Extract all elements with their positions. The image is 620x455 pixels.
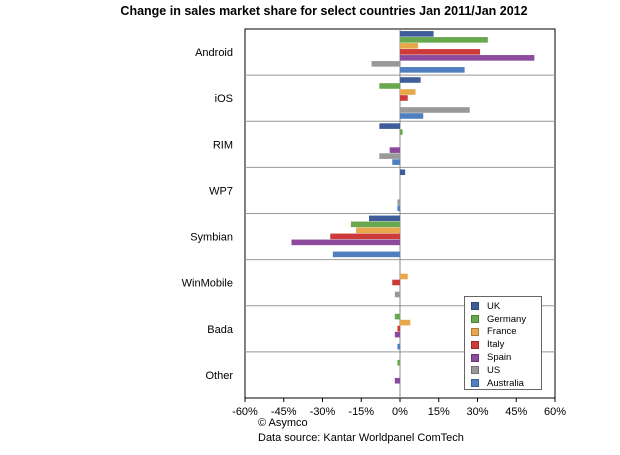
bar-germany-rim	[400, 129, 403, 135]
bar-spain-rim	[389, 147, 400, 153]
bar-italy-ios	[400, 95, 408, 101]
legend-swatch	[471, 353, 479, 362]
bar-france-winmobile	[400, 273, 408, 280]
category-label: WP7	[209, 185, 233, 197]
bar-australia-android	[400, 67, 465, 73]
bar-spain-other	[394, 377, 400, 384]
bar-france-bada	[400, 319, 411, 326]
copyright-note: © Asymco	[258, 417, 308, 429]
legend-swatch	[471, 327, 479, 336]
bar-uk-rim	[379, 123, 400, 129]
legend-swatch	[471, 340, 479, 349]
legend-label: Australia	[487, 377, 524, 389]
bar-italy-bada	[397, 325, 400, 332]
legend-swatch	[471, 366, 479, 375]
category-label: WinMobile	[182, 278, 233, 290]
legend-label: Italy	[487, 339, 505, 351]
bar-us-android	[371, 61, 400, 67]
legend-swatch	[471, 302, 479, 311]
x-tick-label: -15%	[348, 406, 374, 418]
bar-uk-ios	[400, 77, 421, 83]
legend-item: US	[471, 364, 541, 377]
bar-australia-ios	[400, 113, 424, 119]
x-tick-label: 60%	[544, 406, 566, 418]
bar-germany-symbian	[350, 221, 400, 228]
category-label: Other	[205, 370, 233, 382]
legend-label: US	[487, 364, 501, 376]
bar-spain-bada	[394, 331, 400, 338]
bar-spain-android	[400, 55, 535, 61]
category-label: iOS	[215, 93, 233, 105]
legend-item: UK	[471, 300, 541, 313]
category-label: Android	[195, 47, 233, 59]
bar-france-android	[400, 43, 419, 49]
category-label: RIM	[213, 139, 233, 151]
bar-uk-android	[400, 31, 434, 37]
bar-us-winmobile	[394, 291, 400, 298]
legend-label: Spain	[487, 352, 512, 364]
bar-germany-bada	[394, 313, 400, 320]
legend-label: France	[487, 326, 517, 338]
category-label: Bada	[207, 324, 234, 336]
data-source-note: Data source: Kantar Worldpanel ComTech	[258, 432, 464, 444]
chart-title: Change in sales market share for select …	[120, 4, 528, 18]
x-tick-label: 30%	[466, 406, 488, 418]
bar-france-ios	[400, 89, 416, 95]
legend-item: Australia	[471, 377, 541, 390]
bar-germany-android	[400, 37, 488, 43]
bar-australia-wp7	[397, 205, 400, 212]
bar-australia-bada	[397, 343, 400, 350]
chart-legend: UK Germany France Italy Spain US Australia	[464, 296, 542, 390]
legend-label: UK	[487, 300, 501, 312]
x-tick-label: 45%	[505, 406, 527, 418]
bar-uk-symbian	[369, 215, 400, 222]
bar-italy-android	[400, 49, 481, 55]
bar-us-rim	[379, 153, 400, 159]
bar-germany-other	[397, 359, 400, 366]
bar-italy-symbian	[330, 233, 400, 240]
bar-france-symbian	[356, 227, 400, 234]
legend-label: Germany	[487, 313, 527, 325]
bar-spain-symbian	[291, 239, 400, 246]
legend-item: Italy	[471, 338, 541, 351]
bar-italy-winmobile	[392, 279, 400, 286]
x-tick-label: 0%	[392, 406, 408, 418]
x-tick-label: -45%	[271, 406, 297, 418]
legend-item: Germany	[471, 313, 541, 326]
x-tick-label: -60%	[232, 406, 258, 418]
legend-item: Spain	[471, 351, 541, 364]
category-label: Symbian	[190, 232, 233, 244]
bar-us-wp7	[397, 199, 400, 206]
bar-germany-ios	[379, 83, 400, 89]
x-tick-label: -30%	[310, 406, 336, 418]
bar-us-ios	[400, 107, 470, 113]
legend-swatch	[471, 315, 479, 324]
legend-swatch	[471, 379, 479, 388]
bar-australia-rim	[392, 159, 400, 165]
x-tick-label: 15%	[428, 406, 450, 418]
legend-item: France	[471, 326, 541, 339]
bar-uk-wp7	[400, 169, 406, 176]
bar-australia-symbian	[332, 251, 400, 258]
